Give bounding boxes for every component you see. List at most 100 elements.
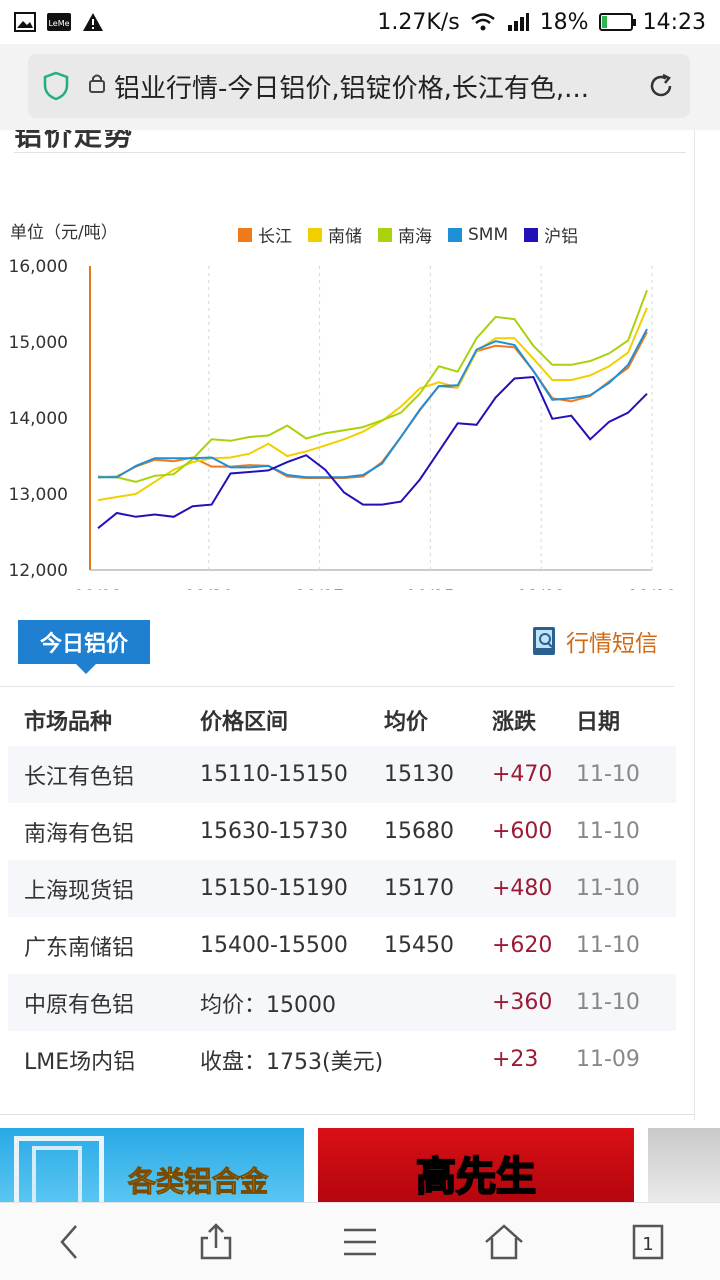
y-tick-label: 16,000 — [9, 257, 68, 277]
share-button[interactable] — [144, 1203, 288, 1280]
legend-item[interactable]: 沪铝 — [524, 222, 578, 247]
range-cell: 15150-15190 — [200, 876, 348, 901]
legend-swatch — [378, 227, 392, 242]
column-header: 价格区间 — [200, 710, 289, 735]
market-cell: 上海现货铝 — [24, 878, 135, 904]
menu-icon — [344, 1228, 376, 1255]
price-table: 市场品种 价格区间 均价 涨跌 日期 长江有色铝 15110-15150 151… — [8, 694, 676, 1088]
tabs-icon: 1 — [632, 1224, 664, 1259]
table-row[interactable]: 中原有色铝 均价：15000 +360 11-10 — [8, 974, 676, 1031]
table-row[interactable]: 广东南储铝 15400-15500 15450 +620 11-10 — [8, 917, 676, 974]
divider — [14, 152, 686, 153]
table-row[interactable]: 上海现货铝 15150-15190 15170 +480 11-10 — [8, 860, 676, 917]
range-cell: 15110-15150 — [200, 762, 348, 787]
x-tick-label: 10/17 — [295, 587, 344, 590]
ad-text: 各类铝合金 — [127, 1165, 269, 1199]
status-bar: LeMe 1.27K/s 18% 14:23 — [0, 0, 720, 44]
date-cell: 11-10 — [576, 933, 640, 958]
table-row[interactable]: 长江有色铝 15110-15150 15130 +470 11-10 — [8, 746, 676, 803]
change-cell: +23 — [492, 1047, 539, 1072]
legend-item[interactable]: SMM — [448, 222, 508, 247]
page-url-title[interactable]: 铝业行情-今日铝价,铝锭价格,长江有色,... — [114, 73, 589, 104]
legend-label: 沪铝 — [544, 227, 579, 247]
change-cell: +360 — [492, 990, 553, 1015]
legend-item[interactable]: 长江 — [238, 222, 292, 247]
series-line-南储 — [97, 307, 648, 502]
y-tick-label: 13,000 — [9, 485, 68, 505]
wifi-icon — [470, 13, 495, 31]
chart-unit-label: 单位（元/吨） — [10, 223, 118, 243]
ad-banner-strip: 各类铝合金 高先生 — [0, 1128, 720, 1202]
menu-button[interactable] — [288, 1203, 432, 1280]
home-button[interactable] — [432, 1203, 576, 1280]
leme-icon: LeMe — [47, 13, 71, 31]
browser-toolbar: 铝业行情-今日铝价,铝锭价格,长江有色,... — [0, 44, 720, 130]
legend-label: 南储 — [328, 227, 362, 247]
address-bar[interactable]: 铝业行情-今日铝价,铝锭价格,长江有色,... — [28, 54, 690, 118]
market-cell: 南海有色铝 — [24, 821, 135, 847]
reload-icon[interactable] — [646, 71, 676, 101]
range-cell: 15630-15730 — [200, 819, 348, 844]
avg-cell: 15680 — [384, 819, 454, 844]
chart-legend: 长江 南储 南海 SMM 沪铝 — [238, 222, 578, 247]
change-cell: +620 — [492, 933, 553, 958]
market-cell: 广东南储铝 — [24, 935, 135, 961]
avg-cell: 15450 — [384, 933, 454, 958]
column-header: 日期 — [576, 710, 621, 735]
avg-cell: 15170 — [384, 876, 454, 901]
legend-swatch — [524, 227, 539, 242]
legend-label: 南海 — [398, 227, 432, 247]
ad-banner[interactable]: 各类铝合金 — [0, 1128, 304, 1202]
column-header: 市场品种 — [24, 710, 113, 735]
tab-count: 1 — [642, 1234, 653, 1255]
lock-icon — [88, 73, 106, 99]
back-icon — [60, 1224, 77, 1259]
net-speed: 1.27K/s — [377, 9, 460, 35]
column-header: 均价 — [384, 710, 429, 735]
legend-item[interactable]: 南储 — [308, 222, 362, 247]
series-line-长江 — [97, 331, 648, 479]
price-trend-chart: 单位（元/吨） 长江 南储 南海 SMM 沪铝 16,000 15,000 14,000 13… — [0, 170, 690, 590]
home-icon — [485, 1223, 523, 1259]
sms-quote-label: 行情短信 — [566, 631, 658, 657]
market-cell: 长江有色铝 — [24, 764, 135, 790]
legend-swatch — [238, 227, 252, 242]
series-line-SMM — [98, 328, 648, 479]
tabs-button[interactable]: 1 — [576, 1203, 720, 1280]
legend-swatch — [448, 227, 462, 242]
x-tick-label: 09/30 — [184, 587, 233, 590]
legend-label: SMM — [468, 224, 509, 245]
x-tick-label: 11/02 — [517, 587, 566, 590]
range-cell: 均价：15000 — [200, 992, 336, 1018]
avg-cell: 15130 — [384, 762, 454, 787]
table-header: 市场品种 价格区间 均价 涨跌 日期 — [8, 694, 676, 746]
legend-label: 长江 — [258, 227, 292, 247]
date-cell: 11-10 — [576, 762, 640, 787]
legend-item[interactable]: 南海 — [378, 222, 432, 247]
ad-text: 高先生 — [415, 1153, 537, 1201]
ad-banner[interactable]: 高先生 — [318, 1128, 634, 1202]
page-content: 铝价走势 单位（元/吨） 长江 南储 南海 SMM 沪铝 16,000 15,000 14,… — [0, 130, 720, 1202]
table-row[interactable]: 南海有色铝 15630-15730 15680 +600 11-10 — [8, 803, 676, 860]
battery-percent: 18% — [539, 9, 589, 35]
change-cell: +470 — [492, 762, 553, 787]
date-cell: 11-10 — [576, 990, 640, 1015]
legend-swatch — [308, 227, 322, 242]
date-cell: 11-10 — [576, 819, 640, 844]
window-frame-graphic — [14, 1136, 104, 1202]
browser-bottom-nav: 1 — [0, 1202, 720, 1280]
shield-icon[interactable] — [42, 71, 70, 101]
sms-quote-link[interactable]: 行情短信 — [532, 624, 658, 658]
chart-plot: 16,000 15,000 14,000 13,000 12,000 09/22 09/30… — [9, 257, 677, 590]
table-row[interactable]: LME场内铝 收盘：1753(美元) +23 11-09 — [8, 1031, 676, 1088]
date-cell: 11-09 — [576, 1047, 640, 1072]
tab-today-price[interactable]: 今日铝价 — [18, 620, 150, 674]
market-cell: LME场内铝 — [24, 1049, 136, 1075]
divider — [0, 686, 674, 687]
y-tick-label: 12,000 — [9, 561, 68, 581]
ad-banner[interactable] — [648, 1128, 720, 1202]
svg-text:LeMe: LeMe — [48, 19, 69, 28]
back-button[interactable] — [0, 1203, 144, 1280]
y-tick-label: 14,000 — [9, 409, 68, 429]
window-frame-graphic — [32, 1146, 82, 1202]
